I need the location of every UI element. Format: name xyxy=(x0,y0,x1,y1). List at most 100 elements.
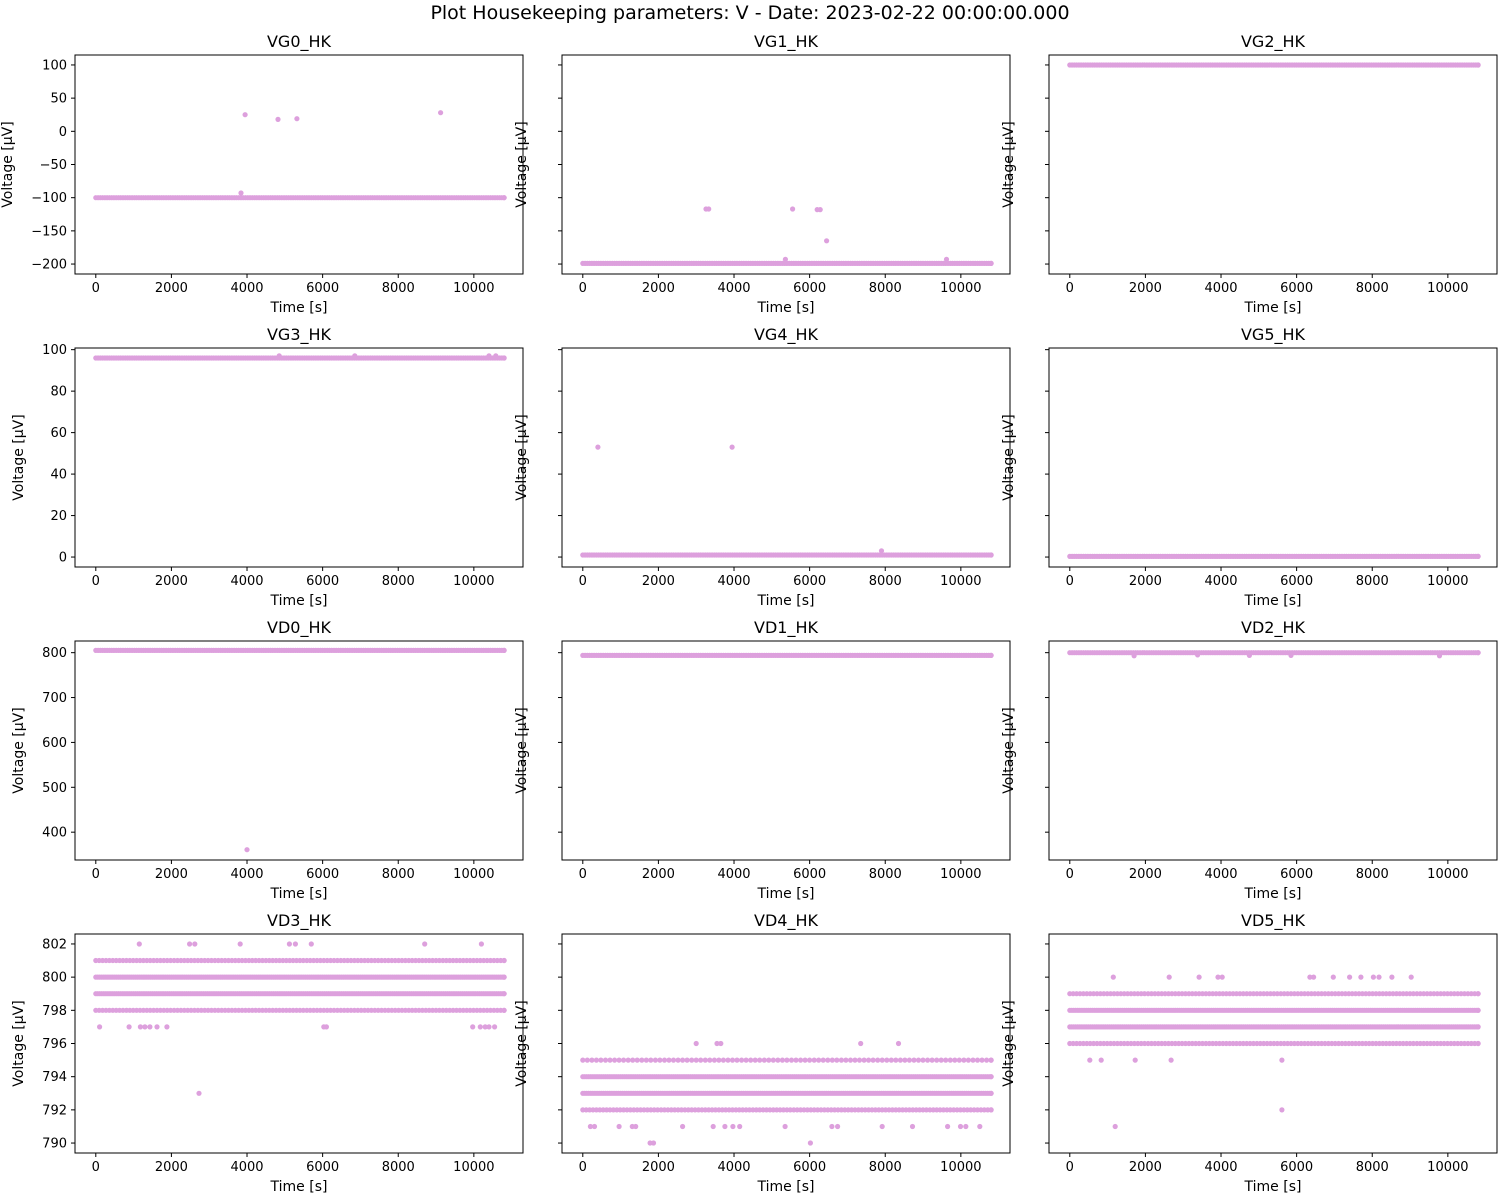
data-point xyxy=(1168,1057,1174,1063)
data-point xyxy=(739,1057,745,1063)
y-tick-label: 800 xyxy=(42,646,67,661)
data-point xyxy=(761,1057,767,1063)
plot-frame xyxy=(1048,347,1498,568)
data-point xyxy=(720,1057,727,1063)
x-axis-label: Time [s] xyxy=(270,886,328,902)
x-tick-label: 2000 xyxy=(1129,574,1162,589)
data-point xyxy=(952,1057,958,1063)
data-point xyxy=(591,1123,598,1130)
data-point xyxy=(292,941,298,947)
data-point xyxy=(897,1057,904,1063)
data-point xyxy=(580,1057,586,1063)
data-point xyxy=(920,1057,926,1063)
x-tick-label: 6000 xyxy=(793,867,826,882)
y-tick-label: 100 xyxy=(42,343,67,358)
data-points xyxy=(580,444,994,558)
data-point xyxy=(807,1140,814,1146)
data-band xyxy=(580,652,994,659)
data-point xyxy=(729,444,735,450)
subplot-title: VD2_HK xyxy=(1241,618,1305,638)
subplot-vd5-hk: VD5_HK 0 2000 4000 6000 8000 10000 Time [s] Volt… xyxy=(1001,911,1498,1195)
data-point xyxy=(294,116,300,122)
data-points xyxy=(93,647,507,853)
data-point xyxy=(947,1057,953,1063)
x-axis-label: Time [s] xyxy=(757,593,815,609)
data-point xyxy=(126,1024,132,1030)
data-point xyxy=(593,1057,600,1063)
plot-frame xyxy=(74,347,524,568)
data-point xyxy=(866,1057,872,1063)
plot-frame xyxy=(74,933,524,1154)
data-point xyxy=(820,1057,826,1063)
data-band xyxy=(580,1090,994,1096)
subplot-title: VG2_HK xyxy=(1241,32,1306,52)
x-tick-label: 6000 xyxy=(1280,1160,1313,1175)
data-point xyxy=(925,1057,931,1063)
data-point xyxy=(1219,974,1225,980)
y-tick-label: −50 xyxy=(40,158,67,173)
data-point xyxy=(782,1123,788,1130)
x-tick-label: 4000 xyxy=(230,574,263,589)
plot-frame xyxy=(1048,54,1498,275)
data-point xyxy=(707,1057,713,1063)
subplot-vd3-hk: VD3_HK 0 2000 4000 6000 8000 10000 790 792 794 796… xyxy=(11,911,524,1195)
data-point xyxy=(587,1123,594,1130)
data-point xyxy=(988,1090,994,1096)
subplot-vd2-hk: VD2_HK 0 2000 4000 6000 8000 10000 Time [s] Volt… xyxy=(1001,618,1498,902)
data-point xyxy=(811,1057,817,1063)
data-point xyxy=(501,647,507,654)
data-point xyxy=(906,1057,913,1063)
data-band xyxy=(93,1007,507,1013)
y-axis-label: Voltage [μV] xyxy=(11,707,27,793)
subplot-title: VG3_HK xyxy=(267,325,332,345)
data-point xyxy=(743,1057,749,1063)
subplot-vg3-hk: VG3_HK 0 2000 4000 6000 8000 10000 0 20 40 60 80 100… xyxy=(11,325,524,609)
data-point xyxy=(852,1057,858,1063)
data-band xyxy=(93,647,507,654)
data-point xyxy=(861,1057,867,1063)
y-axis-label: Voltage [μV] xyxy=(11,1000,27,1086)
subplot-vd1-hk: VD1_HK 0 2000 4000 6000 8000 10000 Time [s] Volt… xyxy=(514,618,1011,902)
data-band xyxy=(93,195,507,201)
data-point xyxy=(945,1123,951,1130)
x-tick-label: 4000 xyxy=(717,867,750,882)
data-point xyxy=(1376,974,1382,980)
data-point xyxy=(779,1057,786,1063)
y-tick-label: 40 xyxy=(50,468,67,483)
x-tick-label: 8000 xyxy=(382,281,415,296)
subplot-vd0-hk: VD0_HK 0 2000 4000 6000 8000 10000 400 500 600 700… xyxy=(11,618,524,902)
x-tick-label: 0 xyxy=(92,867,100,882)
y-tick-label: 60 xyxy=(50,426,67,441)
x-tick-label: 8000 xyxy=(1356,1160,1389,1175)
data-point xyxy=(625,1057,631,1063)
y-tick-label: 790 xyxy=(42,1137,67,1152)
data-point xyxy=(961,1057,967,1063)
data-point xyxy=(817,207,823,213)
data-point xyxy=(988,652,994,659)
data-points xyxy=(1067,62,1481,68)
data-point xyxy=(1112,1123,1118,1130)
data-point xyxy=(722,1123,728,1130)
data-point xyxy=(661,1057,668,1063)
data-point xyxy=(352,353,358,359)
x-tick-label: 2000 xyxy=(642,1160,675,1175)
data-point xyxy=(711,1057,718,1063)
data-point xyxy=(1408,974,1414,980)
plot-frame xyxy=(561,640,1011,861)
x-tick-label: 4000 xyxy=(717,1160,750,1175)
x-tick-label: 6000 xyxy=(1280,574,1313,589)
data-point xyxy=(470,1024,476,1030)
data-point xyxy=(834,1057,840,1063)
data-point xyxy=(706,206,712,212)
data-point xyxy=(909,1123,916,1130)
data-point xyxy=(895,1040,902,1047)
data-point xyxy=(1215,974,1221,980)
x-tick-label: 4000 xyxy=(230,281,263,296)
data-band xyxy=(93,974,507,980)
x-tick-label: 4000 xyxy=(717,281,750,296)
data-point xyxy=(657,1057,663,1063)
x-tick-label: 0 xyxy=(1066,867,1074,882)
data-point xyxy=(244,847,250,853)
